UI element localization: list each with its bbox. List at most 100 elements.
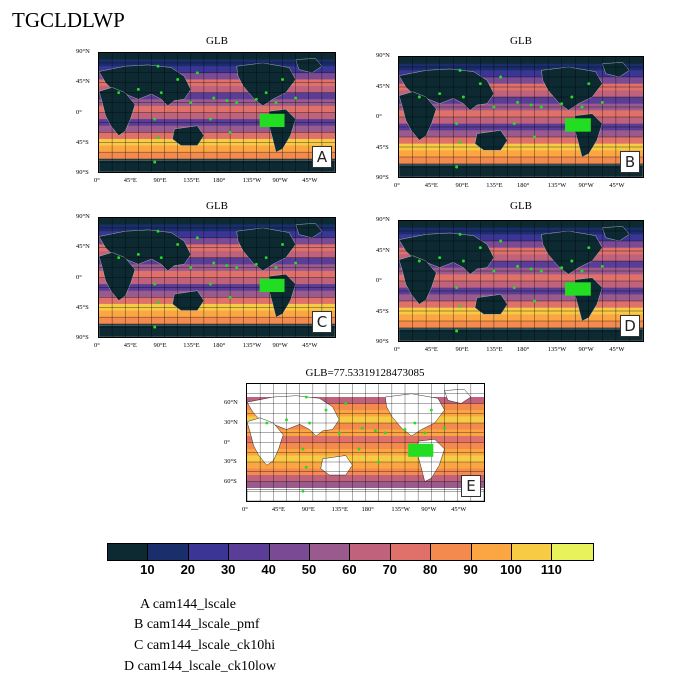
lon-tick: 45°W [302,177,318,184]
panel-label-a: A [312,146,332,168]
lon-tick: 45°E [123,177,137,184]
colorbar-label: 30 [220,562,236,577]
lat-tick: 30°S [224,458,237,466]
lon-tick: 90°E [301,506,315,513]
lon-tick: 180° [517,182,530,189]
lon-tick: 0° [242,506,248,513]
colorbar-box-3 [229,544,270,560]
continent-2 [172,125,205,146]
colorbar-box-4 [269,544,310,560]
lon-tick: 0° [94,342,100,349]
lon-tick: 45°E [424,346,438,353]
lon-tick: 45°E [424,182,438,189]
lon-tick: 90°W [421,506,437,513]
panel-label-b: B [620,151,640,173]
continent-2 [320,455,353,476]
lon-tick: 45°E [123,342,137,349]
lon-tick: 180° [361,506,374,513]
lat-tick: 0° [376,113,382,120]
lat-tick: 45°S [76,138,89,146]
lon-tick: 90°E [455,346,469,353]
lat-tick: 0° [224,438,230,446]
map-panel-a [98,52,336,173]
colorbar-label: 90 [463,562,478,577]
lon-tick: 180° [517,346,530,353]
lon-tick: 45°W [609,346,625,353]
panel-title-b: GLB [510,35,532,47]
lon-tick: 135°W [547,346,567,353]
lat-tick: 45°N [76,78,90,86]
lat-tick: 90°N [376,216,390,223]
lat-tick: 0° [376,277,382,284]
legend-entry-d: D cam144_lscale_ck10low [124,659,277,674]
colorbar-label: 110 [540,562,562,577]
lat-tick: 30°N [224,418,238,426]
colorbar-label: 20 [180,562,196,577]
colorbar-box-5 [309,544,351,560]
colorbar-box-9 [471,544,512,560]
panel-label-e: E [461,475,481,497]
colorbar-box-10 [511,544,553,560]
colorbar-label: 100 [500,562,522,577]
panel-label-d: D [620,315,640,337]
colorbar-label: 60 [342,562,357,577]
lon-tick: 0° [394,182,400,189]
lon-tick: 135°E [183,342,200,349]
lon-tick: 45°W [302,342,318,349]
lon-tick: 180° [213,177,226,184]
lon-tick: 135°W [242,342,262,349]
colorbar-box-2 [188,544,230,560]
lat-tick: 45°S [76,303,89,311]
colorbar-box-1 [148,544,189,560]
panel-title-c: GLB [206,200,228,212]
lon-tick: 135°E [486,346,503,353]
lon-tick: 90°W [272,177,288,184]
lat-tick: 0° [76,273,82,281]
lat-tick: 90°S [76,169,89,176]
colorbar-box-0 [108,544,149,560]
lon-tick: 90°W [578,346,594,353]
lon-tick: 90°W [578,182,594,189]
lon-tick: 0° [394,346,400,353]
colorbar-label: 10 [140,562,155,577]
colorbar-box-8 [431,544,472,560]
colorbar-box-11 [552,544,593,560]
lon-tick: 45°W [451,506,467,513]
lat-tick: 45°N [376,246,390,254]
legend-entry-c: C cam144_lscale_ck10hi [134,638,276,653]
lon-tick: 135°W [391,506,410,513]
lat-tick: 45°N [76,243,90,251]
map-panel-c [98,217,336,338]
lat-tick: 45°N [376,82,390,90]
lon-tick: 135°E [486,182,503,189]
lat-tick: 90°N [76,48,90,55]
figure-title: TGCLDLWP [12,8,125,32]
panel-label-c: C [312,311,332,333]
lat-tick: 45°S [376,307,389,315]
lat-tick: 60°N [224,398,238,406]
map-panel-d [398,220,644,342]
lon-tick: 90°E [153,342,167,349]
colorbar-label: 50 [301,562,317,577]
map-panel-b [398,56,644,178]
lat-tick: 90°S [76,334,89,341]
lon-tick: 135°W [547,182,567,189]
panel-title-a: GLB [206,35,228,47]
lat-tick: 45°S [376,143,389,151]
lon-tick: 135°E [183,177,200,184]
colorbar [107,543,594,561]
colorbar-label: 80 [422,562,438,577]
lon-tick: 90°E [153,177,167,184]
lon-tick: 45°W [609,182,625,189]
lon-tick: 135°W [242,177,262,184]
continent-2 [474,130,508,151]
lon-tick: 45°E [271,506,285,513]
lon-tick: 0° [94,177,100,184]
colorbar-label: 40 [261,562,276,577]
lat-tick: 0° [76,108,82,116]
continent-2 [172,290,205,311]
lon-tick: 180° [213,342,226,349]
legend-entry-b: B cam144_lscale_pmf [134,617,260,632]
panel-title-e: GLB=77.53319128473085 [305,367,425,379]
continent-2 [474,294,508,315]
